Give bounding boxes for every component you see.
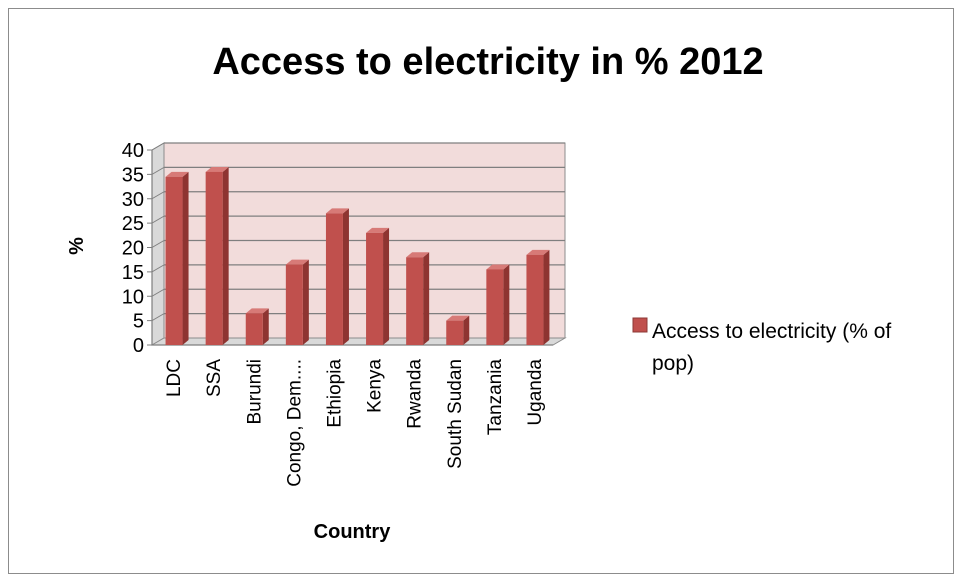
bar [486, 264, 510, 345]
y-tick-label: 35 [122, 164, 144, 186]
bar-top [406, 252, 430, 258]
y-tick-label: 0 [133, 335, 144, 357]
bar-front [165, 176, 183, 345]
bar-side [342, 208, 349, 345]
gridline-side [151, 288, 165, 297]
x-tick-label: LDC [164, 359, 185, 397]
legend-label-line2: pop) [652, 352, 694, 375]
bar [446, 315, 470, 345]
bar [526, 249, 550, 345]
bar [205, 166, 229, 345]
bar [406, 252, 430, 345]
gridline-side [151, 166, 165, 175]
x-tick-label: Kenya [365, 359, 386, 413]
y-tick-label: 10 [122, 286, 144, 308]
x-tick-label: Congo, Dem.... [284, 359, 305, 487]
bar-front [325, 213, 343, 345]
gridline-side [151, 191, 165, 200]
gridline-side [151, 313, 165, 322]
bar-top [526, 249, 550, 255]
bar-front [406, 257, 424, 345]
y-tick-label: 5 [133, 311, 144, 333]
x-tick-label: Ethiopia [324, 359, 345, 428]
gridline-side [151, 264, 165, 273]
x-tick-label: Burundi [244, 359, 265, 425]
x-tick-label: SSA [204, 359, 225, 397]
legend: Access to electricity (% of pop) [632, 317, 891, 375]
y-tick-label: 25 [122, 213, 144, 235]
legend-label-line1: Access to electricity (% of [652, 320, 891, 343]
chart-title: Access to electricity in % 2012 [212, 41, 763, 83]
gridline-side [151, 215, 165, 224]
bar-side [503, 264, 510, 345]
bar-top [446, 315, 470, 321]
bar-side [423, 252, 430, 345]
bar-top [486, 264, 510, 270]
bar [366, 227, 390, 345]
bar-front [446, 320, 464, 345]
bar-top [245, 308, 269, 314]
y-axis-label: % [66, 237, 88, 255]
bar-side [222, 166, 229, 345]
bars [165, 166, 550, 345]
bar-top [285, 259, 309, 265]
bar-front [205, 171, 223, 345]
x-tick-label: Rwanda [405, 359, 426, 429]
bar [245, 308, 269, 345]
bar-top [325, 208, 349, 214]
bar [325, 208, 349, 345]
y-tick-label: 20 [122, 238, 144, 260]
bar-side [383, 227, 390, 345]
legend-swatch [632, 317, 648, 333]
x-tick-label: Tanzania [485, 359, 506, 435]
bar-front [486, 269, 504, 345]
x-tick-label: Uganda [525, 359, 546, 426]
bar-front [526, 254, 544, 345]
y-tick-label: 40 [122, 140, 144, 162]
bar [165, 171, 189, 345]
bar-side [463, 315, 470, 345]
bar-top [205, 166, 229, 172]
bar-front [245, 313, 263, 345]
bar-top [165, 171, 189, 177]
x-tick-label: South Sudan [445, 359, 466, 469]
bar-side [262, 308, 269, 345]
bar-side [182, 171, 189, 345]
bar-front [285, 264, 303, 345]
bar-side [543, 249, 550, 345]
gridline-side [151, 240, 165, 248]
y-tick-label: 15 [122, 262, 144, 284]
gridline-side [151, 142, 165, 151]
x-axis-label: Country [314, 521, 392, 543]
bar [285, 259, 309, 345]
y-tick-label: 30 [122, 189, 144, 211]
bar-side [302, 259, 309, 345]
bar-front [366, 232, 384, 345]
x-tick-labels: LDC SSA Burundi Congo, Dem.... Ethiopia Kenya… [164, 359, 546, 487]
bar-top [366, 227, 390, 233]
